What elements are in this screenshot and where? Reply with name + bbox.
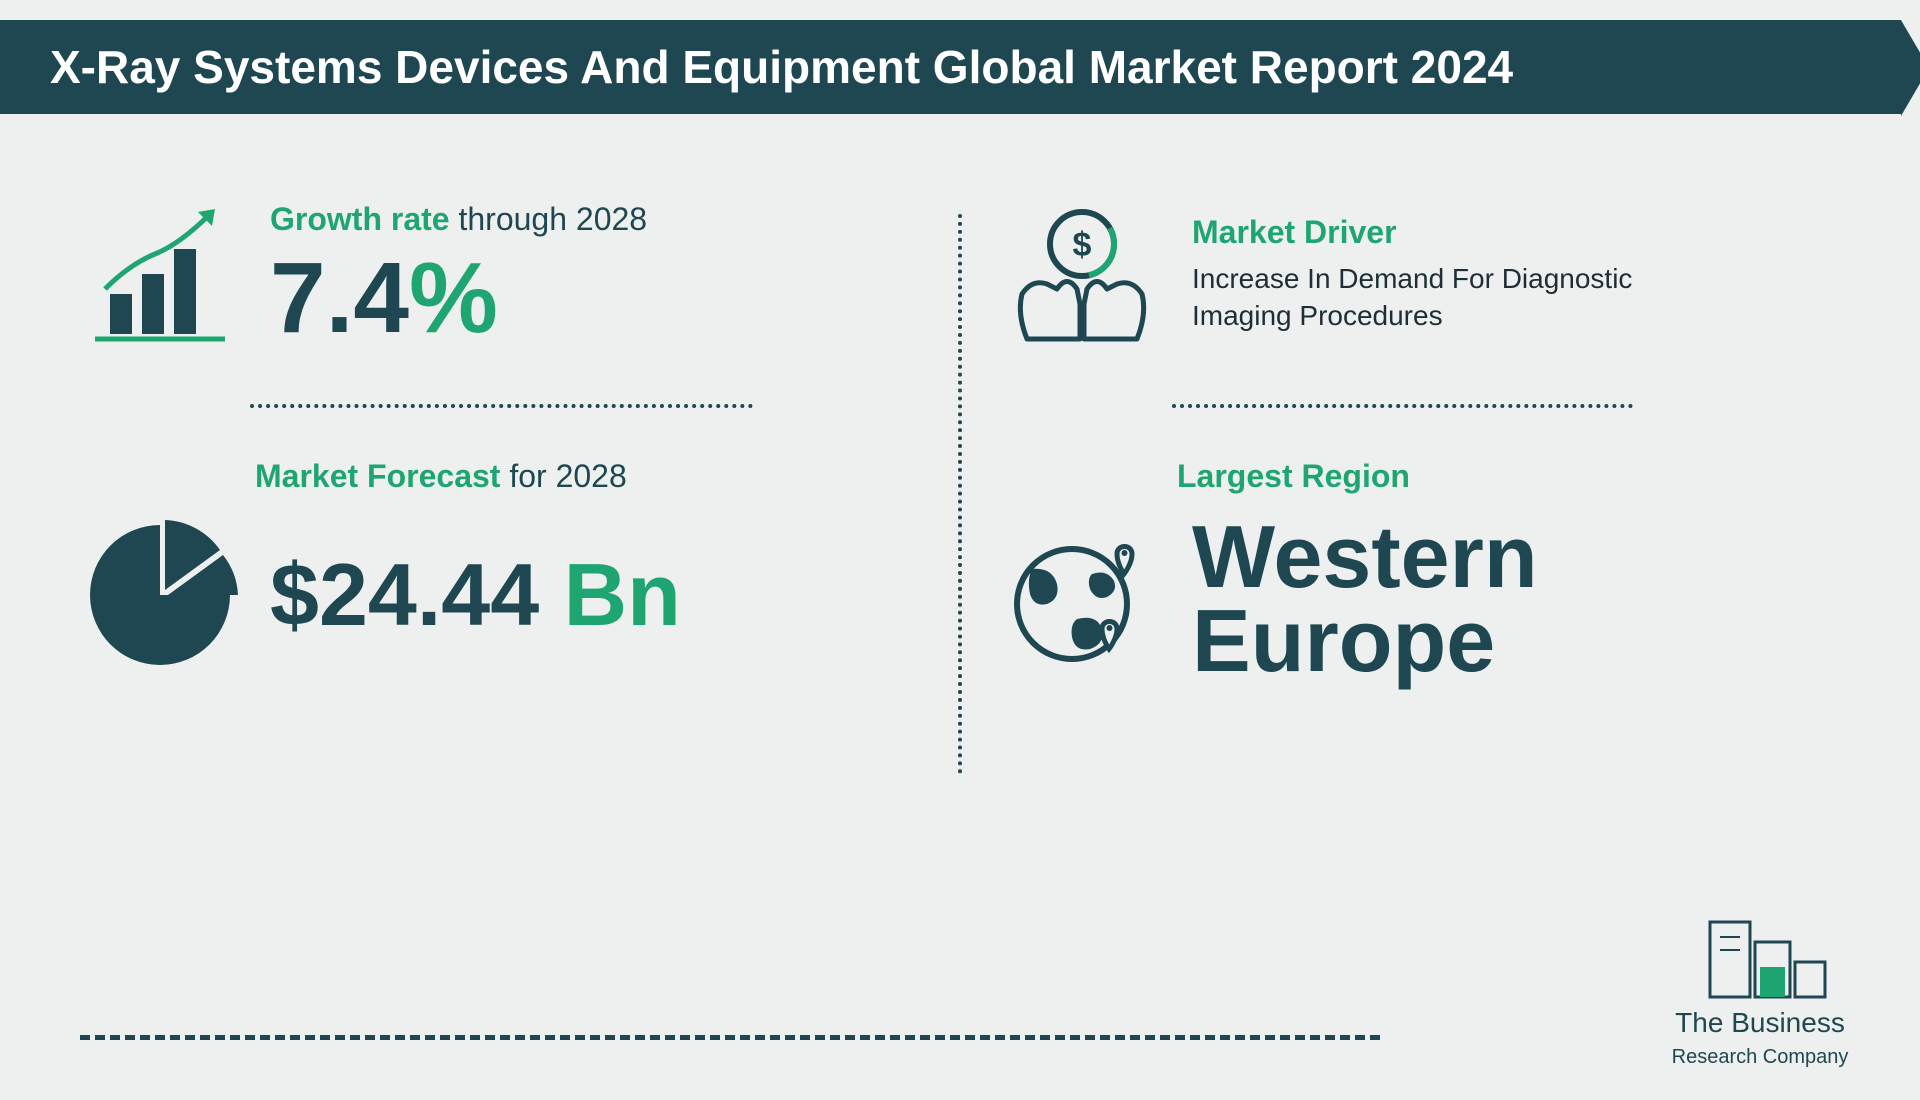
svg-text:$: $ (1073, 226, 1092, 264)
driver-block: $ Market Driver Increase In Demand For D… (1002, 194, 1840, 354)
growth-text: Growth rate through 2028 7.4% (270, 201, 647, 348)
left-divider (250, 404, 753, 408)
region-line2: Europe (1192, 591, 1495, 690)
region-label: Largest Region (1177, 458, 1410, 495)
report-title: X-Ray Systems Devices And Equipment Glob… (50, 41, 1513, 93)
driver-description: Increase In Demand For Diagnostic Imagin… (1192, 261, 1732, 334)
globe-pin-icon (1002, 519, 1162, 679)
hands-money-icon: $ (1002, 194, 1162, 354)
region-block: Largest Region Western (1002, 458, 1840, 682)
driver-label: Market Driver (1192, 214, 1732, 251)
growth-label-bold: Growth rate (270, 201, 450, 237)
forecast-block: Market Forecast for 2028 $24.44 Bn (80, 458, 918, 675)
region-value: Western Europe (1192, 515, 1538, 682)
growth-value-main: 7.4 (270, 242, 409, 354)
pie-chart-icon (80, 515, 240, 675)
forecast-value-main: $24.44 (270, 545, 539, 644)
forecast-value-accent: Bn (539, 545, 681, 644)
logo-line1: The Business (1675, 1007, 1845, 1038)
vertical-divider (958, 214, 962, 774)
driver-text-block: Market Driver Increase In Demand For Dia… (1192, 214, 1732, 334)
growth-label: Growth rate through 2028 (270, 201, 647, 238)
growth-value-accent: % (409, 242, 498, 354)
left-column: Growth rate through 2028 7.4% Market For… (80, 194, 918, 774)
growth-value: 7.4% (270, 248, 647, 348)
content-area: Growth rate through 2028 7.4% Market For… (0, 114, 1920, 774)
growth-block: Growth rate through 2028 7.4% (80, 194, 918, 354)
right-divider (1172, 404, 1633, 408)
forecast-value: $24.44 Bn (270, 551, 681, 639)
company-logo: The Business Research Company (1660, 912, 1860, 1070)
growth-chart-icon (80, 194, 240, 354)
logo-buildings-icon (1660, 912, 1860, 1002)
bottom-divider (80, 1035, 1380, 1040)
forecast-label-rest: for 2028 (500, 458, 626, 494)
report-title-bar: X-Ray Systems Devices And Equipment Glob… (0, 20, 1901, 114)
forecast-label: Market Forecast for 2028 (255, 458, 627, 495)
right-column: $ Market Driver Increase In Demand For D… (1002, 194, 1840, 774)
logo-line2: Research Company (1672, 1046, 1849, 1068)
growth-label-rest: through 2028 (450, 201, 648, 237)
forecast-label-bold: Market Forecast (255, 458, 500, 494)
logo-text: The Business Research Company (1672, 1008, 1849, 1070)
